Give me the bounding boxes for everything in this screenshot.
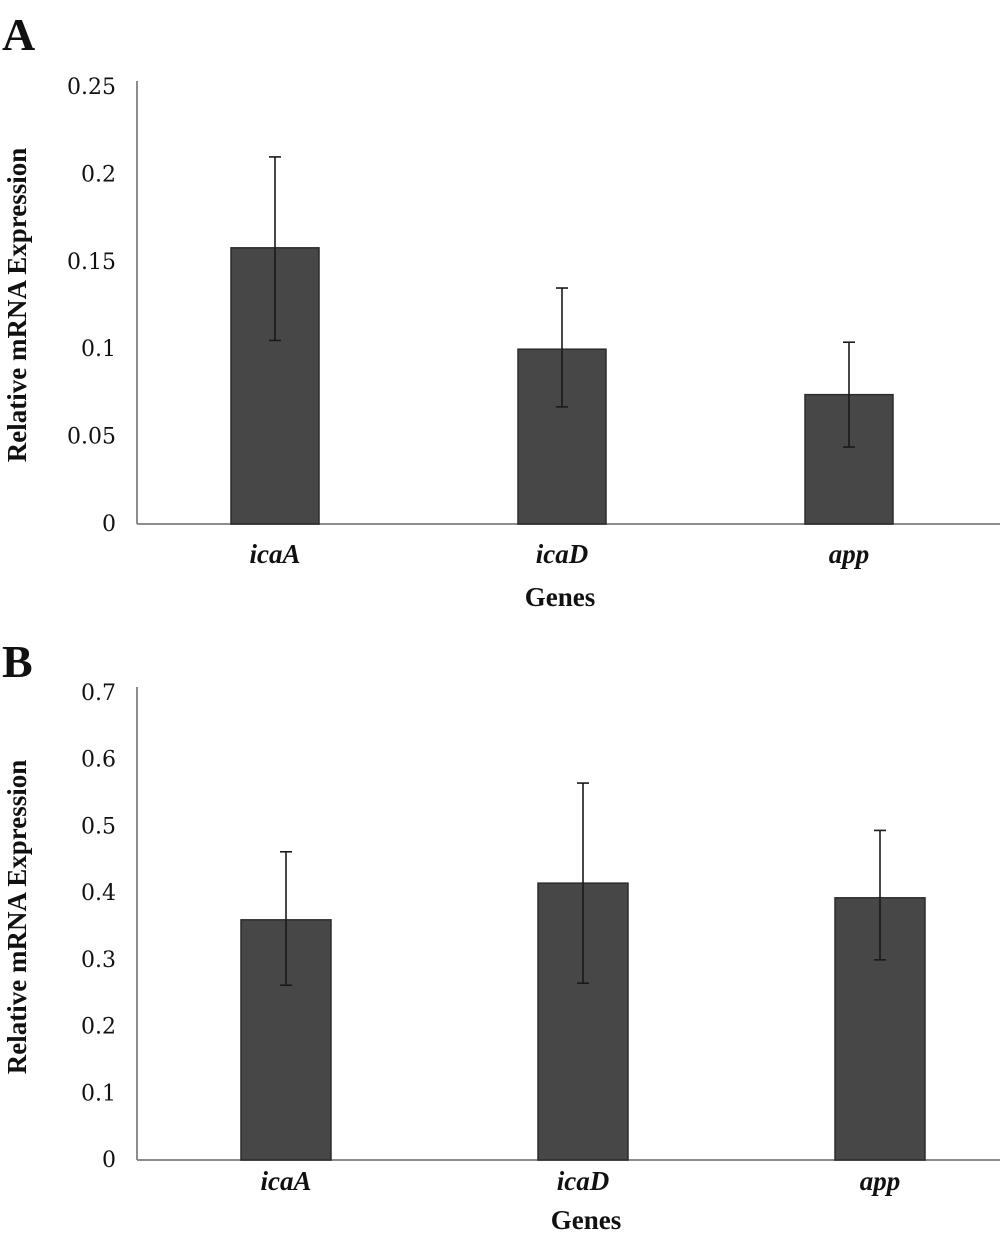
panel-b-y-tick-label: 0.6 — [81, 748, 116, 773]
y-axis-label-a: Relative mRNA Expression — [2, 148, 32, 463]
chart-panel-a: A 0 0.05 0.1 0.15 0.2 0.25 icaA icaD app Relativ… — [2, 9, 1000, 612]
panel-a-y-tick-label: 0.2 — [81, 162, 116, 187]
panel-b-category-label-app: app — [860, 1166, 901, 1196]
panel-a-y-tick-label: 0.25 — [67, 75, 116, 100]
panel-b-y-tick-label: 0.1 — [81, 1081, 116, 1106]
panel-letter-b: B — [2, 636, 33, 687]
panel-a-y-tick-label: 0 — [102, 512, 116, 537]
panel-a-y-tick-label: 0.05 — [67, 425, 116, 450]
panel-a-y-tick-label: 0.15 — [67, 250, 116, 275]
panel-b-y-tick-label: 0.2 — [81, 1015, 116, 1040]
panel-a-category-label-icaA: icaA — [250, 539, 301, 569]
y-axis-label-b: Relative mRNA Expression — [2, 760, 32, 1075]
panel-a-y-tick-label: 0.1 — [81, 337, 116, 362]
panel-a-category-label-icaD: icaD — [536, 539, 588, 569]
panel-a-category-label-app: app — [829, 539, 870, 569]
panel-letter-a: A — [2, 9, 35, 60]
panel-a-bar-icaD — [517, 348, 607, 525]
panel-b-y-tick-label: 0.5 — [81, 814, 116, 839]
panel-b-category-label-icaD: icaD — [557, 1166, 609, 1196]
panel-b-y-tick-label: 0.4 — [81, 881, 116, 906]
panel-b-y-tick-label: 0 — [102, 1148, 116, 1173]
panel-b-y-tick-label: 0.7 — [81, 681, 116, 706]
x-axis-label-a: Genes — [525, 582, 596, 612]
x-axis-label-b: Genes — [551, 1205, 622, 1235]
panel-b-y-tick-label: 0.3 — [81, 948, 116, 973]
panel-b-category-label-icaA: icaA — [261, 1166, 312, 1196]
chart-panel-b: B 0 0.1 0.2 0.3 0.4 0.5 0.6 0.7 icaA icaD app Rela… — [2, 636, 1000, 1235]
